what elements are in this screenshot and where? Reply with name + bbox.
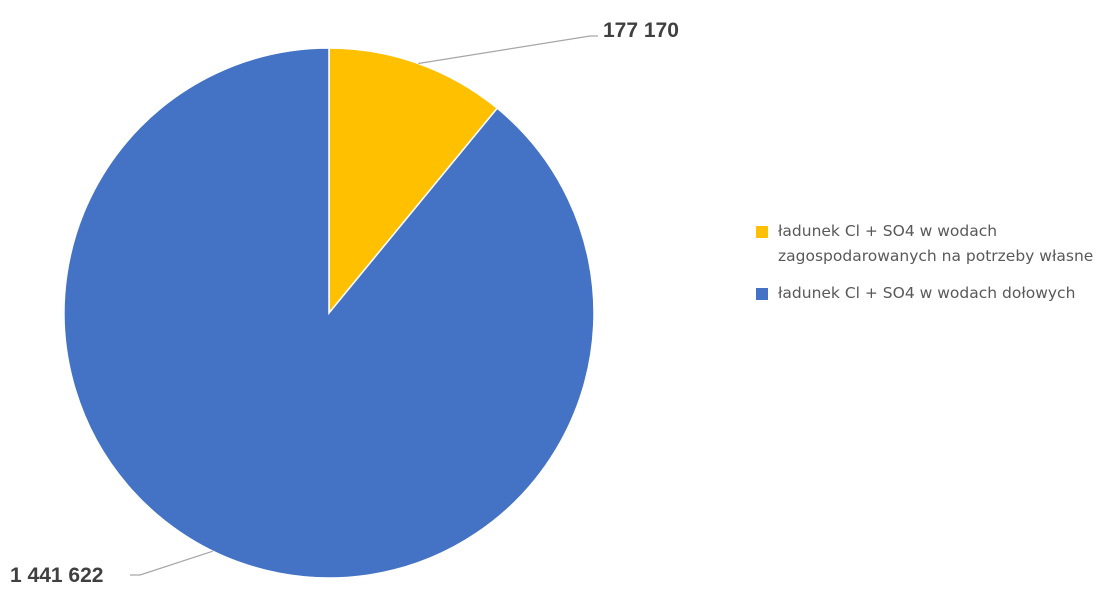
legend-label-own-needs: ładunek Cl + SO4 w wodach zagospodarowan… bbox=[778, 222, 1094, 265]
data-label-mine-waters: 1 441 622 bbox=[10, 564, 103, 587]
legend-swatch-own-needs bbox=[756, 226, 768, 238]
leader-lines bbox=[130, 35, 598, 576]
pie-slice-own-needs bbox=[328, 47, 499, 316]
data-labels: 177 170 1 441 622 bbox=[10, 19, 679, 587]
pie-slices bbox=[63, 47, 595, 579]
pie-slice-mine-waters bbox=[63, 47, 595, 579]
legend: ładunek Cl + SO4 w wodach zagospodarowan… bbox=[756, 219, 1096, 318]
legend-label-mine-waters: ładunek Cl + SO4 w wodach dołowych bbox=[778, 284, 1076, 302]
legend-item-own-needs: ładunek Cl + SO4 w wodach zagospodarowan… bbox=[756, 219, 1096, 269]
legend-item-mine-waters: ładunek Cl + SO4 w wodach dołowych bbox=[756, 281, 1096, 306]
leader-line-mine-waters bbox=[130, 550, 214, 576]
data-label-own-needs: 177 170 bbox=[603, 19, 679, 42]
leader-line-own-needs bbox=[418, 35, 598, 65]
legend-swatch-mine-waters bbox=[756, 288, 768, 300]
